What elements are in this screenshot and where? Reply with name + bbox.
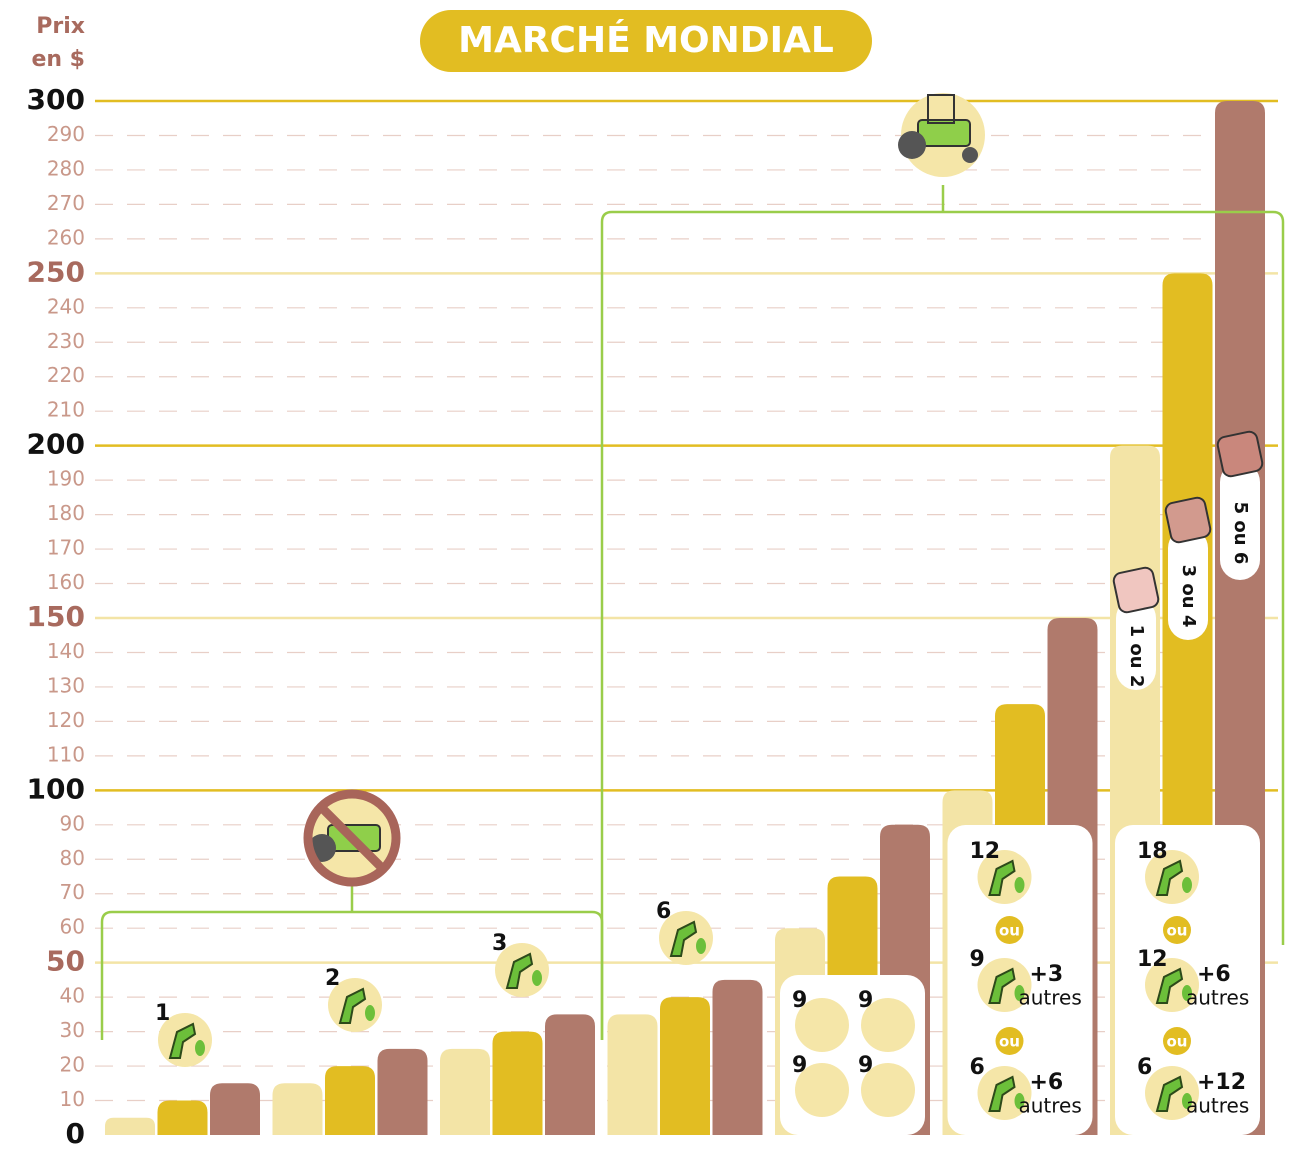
y-tick-label: 200 [27, 428, 85, 461]
or-label: ou [1167, 1033, 1188, 1051]
y-tick-label: 100 [27, 772, 85, 805]
y-tick-label: 70 [60, 880, 85, 904]
y-tick-label: 10 [60, 1087, 85, 1111]
y-tick-label: 140 [47, 639, 85, 663]
extra: +3 [1030, 962, 1064, 987]
reward-count: 12 [970, 839, 1001, 864]
bar [493, 1032, 543, 1135]
y-tick-label: 110 [47, 742, 85, 766]
bar [158, 1101, 208, 1135]
reward-count: 18 [1137, 839, 1168, 864]
y-tick-label: 170 [47, 536, 85, 560]
y-tick-label: 150 [27, 600, 85, 633]
dice-label: 3 ou 4 [1178, 565, 1199, 628]
extra: +6 [1197, 962, 1231, 987]
reward-count: 9 [792, 1053, 807, 1078]
y-tick-label: 290 [47, 122, 85, 146]
chart-title: MARCHÉ MONDIAL [458, 19, 834, 61]
reward-count: 1 [155, 1001, 170, 1026]
leaf [195, 1040, 205, 1056]
y-tick-label: 80 [60, 846, 85, 870]
y-tick-label: 280 [47, 156, 85, 180]
tractor-icon [898, 93, 985, 177]
y-label: Prix [36, 14, 85, 39]
die [1216, 430, 1263, 477]
extra: +12 [1197, 1070, 1246, 1095]
bar [210, 1083, 260, 1135]
y-tick-label: 30 [60, 1018, 85, 1042]
die [1164, 496, 1211, 543]
y-tick-label: 190 [47, 467, 85, 491]
y-tick-label: 60 [60, 915, 85, 939]
leaf [532, 970, 542, 986]
y-tick-label: 0 [66, 1117, 85, 1150]
y-tick-label: 160 [47, 570, 85, 594]
reward-count: 12 [1137, 947, 1168, 972]
y-tick-label: 90 [60, 811, 85, 835]
leaf [1182, 877, 1192, 893]
y-tick-label: 120 [47, 708, 85, 732]
bar [440, 1049, 490, 1135]
y-tick-label: 260 [47, 225, 85, 249]
leaf [365, 1005, 375, 1021]
y-tick-label: 20 [60, 1053, 85, 1077]
y-tick-label: 50 [46, 945, 85, 978]
y-label: en $ [31, 47, 85, 72]
bar [660, 997, 710, 1135]
reward-count: 6 [970, 1055, 985, 1080]
or-label: ou [1167, 922, 1188, 940]
dice-label: 1 ou 2 [1126, 625, 1147, 688]
y-tick-label: 250 [27, 255, 85, 288]
extra-label: autres [1186, 986, 1249, 1010]
y-tick-label: 240 [47, 294, 85, 318]
bar [273, 1083, 323, 1135]
or-label: ou [999, 1033, 1020, 1051]
reward-count: 9 [858, 1053, 873, 1078]
reward-count: 3 [492, 931, 507, 956]
bar [378, 1049, 428, 1135]
no-tractor-icon [308, 794, 396, 882]
y-tick-label: 130 [47, 673, 85, 697]
leaf [696, 938, 706, 954]
brackets [102, 185, 1283, 1040]
leaf [1015, 877, 1025, 893]
reward-count: 9 [970, 947, 985, 972]
extra-label: autres [1019, 986, 1082, 1010]
extra: +6 [1030, 1070, 1064, 1095]
reward-count: 9 [792, 988, 807, 1013]
or-label: ou [999, 922, 1020, 940]
y-tick-label: 300 [27, 83, 85, 116]
y-tick-label: 270 [47, 191, 85, 215]
bar [105, 1118, 155, 1135]
bar [608, 1014, 658, 1135]
reward-count: 6 [1137, 1055, 1152, 1080]
dice-label: 5 ou 6 [1230, 502, 1251, 565]
y-tick-label: 210 [47, 398, 85, 422]
y-tick-label: 220 [47, 363, 85, 387]
chart: MARCHÉ MONDIAL Prix en $ 0 10 20 30 40 50 60 70… [0, 0, 1292, 1160]
reward-count: 9 [858, 988, 873, 1013]
bar [545, 1014, 595, 1135]
extra-label: autres [1186, 1094, 1249, 1118]
bar [325, 1066, 375, 1135]
bar [713, 980, 763, 1135]
y-tick-label: 230 [47, 329, 85, 353]
die [1112, 566, 1159, 613]
reward-count: 2 [325, 966, 340, 991]
y-tick-label: 40 [60, 984, 85, 1008]
reward-count: 6 [656, 899, 671, 924]
y-tick-label: 180 [47, 501, 85, 525]
extra-label: autres [1019, 1094, 1082, 1118]
